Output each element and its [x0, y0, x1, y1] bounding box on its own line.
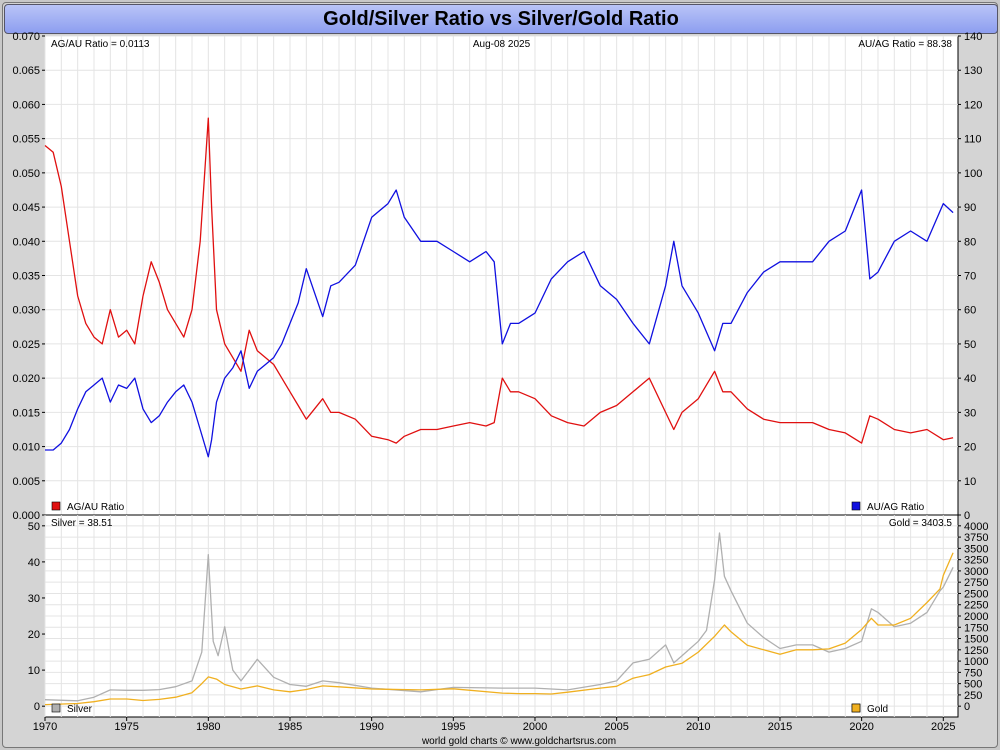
right-axis-tick-label: 500 [964, 679, 982, 691]
left-axis-tick-label: 30 [28, 593, 40, 605]
right-axis-tick-label: 0 [964, 701, 970, 713]
right-axis-tick-label: 10 [964, 476, 976, 488]
right-axis-tick-label: 250 [964, 690, 982, 702]
right-axis-tick-label: 40 [964, 373, 976, 385]
left-axis-tick-label: 0.050 [12, 168, 40, 180]
ratio-panel: 0.000 0.005 0.010 0.015 0.020 0.025 0.030 0.035… [12, 31, 982, 522]
left-axis-tick-label: 0.035 [12, 271, 40, 283]
chart-title: Gold/Silver Ratio vs Silver/Gold Ratio [4, 4, 998, 34]
right-readout: Gold = 3403.5 [889, 518, 953, 529]
series-line-silver [44, 532, 954, 702]
left-axis-tick-label: 0.005 [12, 476, 40, 488]
footer-credit: world gold charts © www.goldchartsrus.co… [421, 736, 616, 747]
left-readout: Silver = 38.51 [51, 518, 113, 529]
legend-label: AU/AG Ratio [867, 502, 925, 513]
right-axis-tick-label: 140 [964, 31, 982, 43]
left-axis-tick-label: 0.070 [12, 31, 40, 43]
x-axis-tick-label: 1985 [278, 721, 302, 733]
price-panel: 0102030405002505007501000125015001750200… [28, 514, 988, 733]
x-axis-tick-label: 2020 [849, 721, 873, 733]
left-axis-tick-label: 50 [28, 521, 40, 533]
right-axis-tick-label: 3000 [964, 566, 988, 578]
x-axis-tick-label: 2000 [523, 721, 547, 733]
right-axis-tick-label: 1500 [964, 634, 988, 646]
left-axis-tick-label: 0.030 [12, 305, 40, 317]
right-axis-tick-label: 20 [964, 442, 976, 454]
x-axis-tick-label: 1975 [114, 721, 138, 733]
left-axis-tick-label: 0.065 [12, 65, 40, 77]
x-axis-tick-label: 2005 [604, 721, 628, 733]
left-axis-tick-label: 0.015 [12, 407, 40, 419]
legend-label: Gold [867, 704, 888, 715]
right-axis-tick-label: 60 [964, 305, 976, 317]
left-axis-tick-label: 0.025 [12, 339, 40, 351]
left-axis-tick-label: 0.010 [12, 442, 40, 454]
legend-label: Silver [67, 704, 93, 715]
right-axis-tick-label: 1750 [964, 622, 988, 634]
right-axis-tick-label: 30 [964, 407, 976, 419]
date-label: Aug-08 2025 [473, 39, 531, 50]
right-axis-tick-label: 110 [964, 134, 982, 146]
right-axis-tick-label: 0 [964, 510, 970, 522]
left-axis-tick-label: 40 [28, 557, 40, 569]
right-axis-tick-label: 3750 [964, 532, 988, 544]
x-axis-tick-label: 2025 [931, 721, 955, 733]
series-line-gold [44, 552, 954, 706]
left-axis-tick-label: 0.000 [12, 510, 40, 522]
x-axis-tick-label: 2010 [686, 721, 710, 733]
legend-label: AG/AU Ratio [67, 502, 125, 513]
x-axis-tick-label: 1970 [33, 721, 57, 733]
right-axis-tick-label: 4000 [964, 521, 988, 533]
legend-swatch [51, 501, 61, 511]
x-axis-tick-label: 1995 [441, 721, 465, 733]
left-axis-tick-label: 0.055 [12, 134, 40, 146]
left-axis-tick-label: 0.045 [12, 202, 40, 214]
right-axis-tick-label: 80 [964, 236, 976, 248]
left-axis-tick-label: 0.020 [12, 373, 40, 385]
right-axis-tick-label: 1250 [964, 645, 988, 657]
right-axis-tick-label: 130 [964, 65, 982, 77]
right-readout: AU/AG Ratio = 88.38 [858, 39, 952, 50]
right-axis-tick-label: 2250 [964, 600, 988, 612]
legend-swatch [51, 703, 61, 713]
right-axis-tick-label: 70 [964, 271, 976, 283]
right-axis-tick-label: 750 [964, 667, 982, 679]
x-axis-tick-label: 1990 [359, 721, 383, 733]
series-line-ag-au-ratio [44, 117, 954, 444]
right-axis-tick-label: 3500 [964, 543, 988, 555]
legend-swatch [851, 703, 861, 713]
right-axis-tick-label: 100 [964, 168, 982, 180]
right-axis-tick-label: 50 [964, 339, 976, 351]
x-axis-tick-label: 2015 [768, 721, 792, 733]
left-axis-tick-label: 20 [28, 629, 40, 641]
legend-swatch [851, 501, 861, 511]
series-line-au-ag-ratio [45, 189, 954, 458]
x-axis-tick-label: 1980 [196, 721, 220, 733]
left-axis-tick-label: 0.060 [12, 99, 40, 111]
right-axis-tick-label: 2750 [964, 577, 988, 589]
right-axis-tick-label: 2000 [964, 611, 988, 623]
right-axis-tick-label: 120 [964, 99, 982, 111]
left-axis-tick-label: 0.040 [12, 236, 40, 248]
right-axis-tick-label: 2500 [964, 588, 988, 600]
left-readout: AG/AU Ratio = 0.0113 [51, 39, 150, 50]
right-axis-tick-label: 1000 [964, 656, 988, 668]
left-axis-tick-label: 0 [34, 701, 40, 713]
right-axis-tick-label: 90 [964, 202, 976, 214]
right-axis-tick-label: 3250 [964, 555, 988, 567]
left-axis-tick-label: 10 [28, 665, 40, 677]
